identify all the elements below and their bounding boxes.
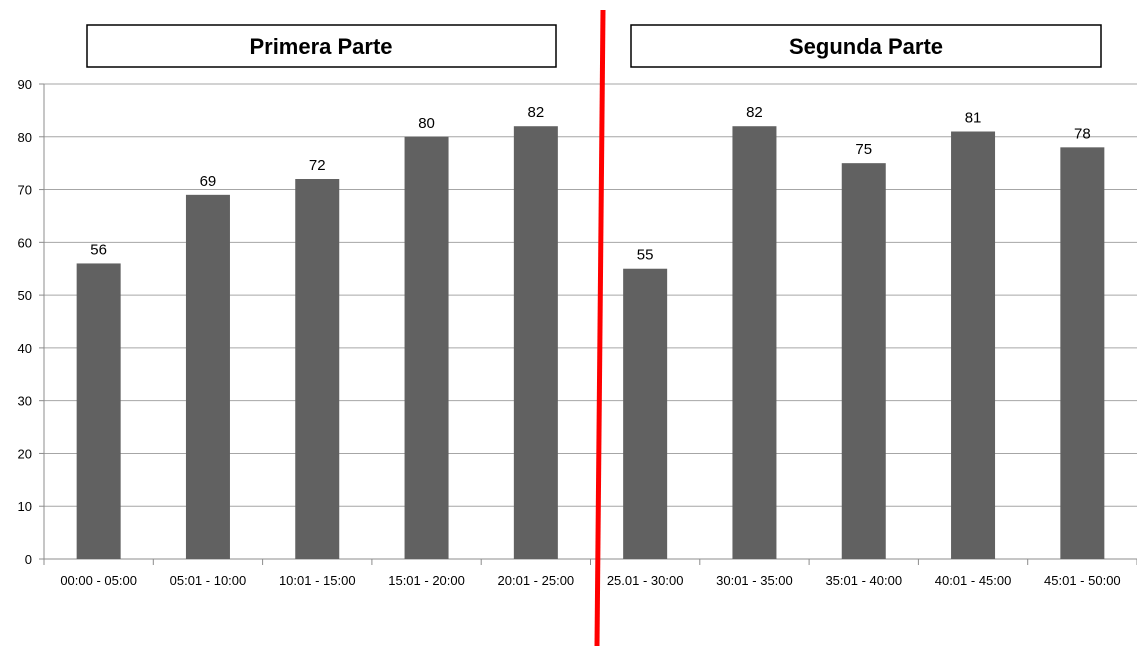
x-tick-label: 20:01 - 25:00 [498,573,575,588]
y-tick-label: 10 [18,499,32,514]
bar [841,163,886,559]
y-tick-label: 90 [18,77,32,92]
section-box-primera-parte [86,24,557,68]
data-label: 55 [637,247,654,264]
y-tick-label: 40 [18,341,32,356]
data-label: 82 [528,104,545,121]
x-tick-label: 40:01 - 45:00 [935,573,1012,588]
section-title-segunda-parte: Segunda Parte [789,34,943,59]
bar [185,194,230,560]
bars [76,126,1105,560]
data-labels: 56 69 72 80 82 55 82 75 81 78 [90,104,1090,264]
y-tick-label: 50 [18,288,32,303]
y-tick-label: 70 [18,183,32,198]
bar [732,126,777,559]
data-label: 81 [965,110,982,127]
x-tick-label: 45:01 - 50:00 [1044,573,1121,588]
x-tick-label: 25.01 - 30:00 [607,573,684,588]
data-label: 56 [90,241,107,258]
data-label: 75 [855,141,872,158]
data-label: 69 [200,173,217,190]
x-tick-label: 15:01 - 20:00 [388,573,465,588]
y-tick-label: 20 [18,446,32,461]
y-tick-label: 30 [18,394,32,409]
y-axis-tick-labels: 0 10 20 30 40 50 60 70 80 90 [18,77,32,567]
y-tick-label: 80 [18,130,32,145]
data-label: 80 [418,115,435,132]
y-tick-label: 60 [18,235,32,250]
x-tick-label: 35:01 - 40:00 [825,573,902,588]
x-tick-label: 05:01 - 10:00 [170,573,247,588]
x-tick-label: 10:01 - 15:00 [279,573,356,588]
data-label: 72 [309,157,326,174]
x-tick-label: 00:00 - 05:00 [60,573,137,588]
x-tick-label: 30:01 - 35:00 [716,573,793,588]
bar [404,136,449,559]
bar [623,268,668,559]
y-tick-label: 0 [25,552,32,567]
data-label: 82 [746,104,763,121]
x-axis-tick-labels: 00:00 - 05:00 05:01 - 10:00 10:01 - 15:00 1… [60,573,1120,588]
bar [295,179,340,559]
section-title-primera-parte: Primera Parte [249,34,392,59]
half-divider-line [594,9,606,646]
bar [76,263,121,559]
data-label: 78 [1074,125,1091,142]
bar [1060,147,1105,560]
section-box-segunda-parte [630,24,1102,68]
bar [513,126,558,559]
bar [951,131,996,559]
